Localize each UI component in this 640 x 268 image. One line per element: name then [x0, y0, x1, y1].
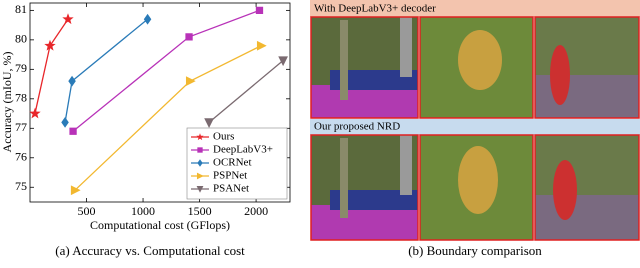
y-tick-label: 77: [15, 120, 27, 134]
y-tick-label: 81: [15, 2, 27, 16]
y-tick-label: 80: [15, 32, 27, 46]
data-point: [44, 39, 56, 51]
legend-marker: [197, 147, 203, 153]
image-row: [310, 16, 640, 119]
series-line: [64, 18, 148, 123]
x-tick-label: 500: [78, 204, 96, 218]
data-point: [62, 13, 74, 25]
caption: (b) Boundary comparison: [408, 243, 542, 258]
data-point: [61, 117, 69, 128]
image-panel: With DeepLabV3+ decoder Our proposed NRD: [310, 0, 640, 241]
legend-marker: [196, 133, 204, 141]
legend-label: DeepLabV3+: [213, 144, 273, 156]
y-axis-label: Accuracy (mIoU, %): [0, 52, 14, 153]
series-line: [34, 18, 69, 114]
legend-label: PSANet: [213, 183, 249, 195]
x-axis-label: Computational cost (GFlops): [90, 218, 230, 232]
data-point: [29, 107, 41, 119]
x-tick-label: 1500: [188, 204, 212, 218]
panel-label: Our proposed NRD: [314, 121, 400, 133]
legend-marker: [196, 185, 204, 193]
data-point: [68, 75, 76, 87]
y-tick-label: 78: [15, 91, 27, 105]
x-tick-label: 1000: [131, 204, 155, 218]
legend-label: Ours: [213, 131, 234, 143]
data-point: [255, 6, 264, 15]
panel-label: With DeepLabV3+ decoder: [314, 3, 436, 15]
y-tick-label: 76: [15, 150, 27, 164]
legend-marker: [196, 172, 204, 180]
y-tick-label: 79: [15, 61, 27, 75]
data-point: [143, 13, 152, 25]
data-point: [185, 76, 196, 86]
data-point: [278, 56, 288, 67]
header-strip: [310, 0, 640, 17]
plot-frame: [29, 2, 291, 203]
x-tick-label: 2000: [244, 204, 268, 218]
series-line: [72, 9, 260, 132]
image-row: [310, 134, 640, 241]
data-point: [256, 40, 267, 51]
series-line: [208, 59, 284, 123]
caption: (a) Accuracy vs. Computational cost: [55, 243, 245, 258]
data-point: [185, 33, 193, 41]
legend-marker: [197, 159, 203, 167]
legend-label: OCRNet: [213, 157, 252, 169]
data-point: [204, 118, 214, 129]
y-tick-label: 75: [15, 179, 27, 193]
data-point: [69, 127, 77, 135]
legend-label: PSPNet: [213, 170, 247, 182]
data-point: [70, 185, 81, 196]
header-strip: [310, 119, 640, 135]
